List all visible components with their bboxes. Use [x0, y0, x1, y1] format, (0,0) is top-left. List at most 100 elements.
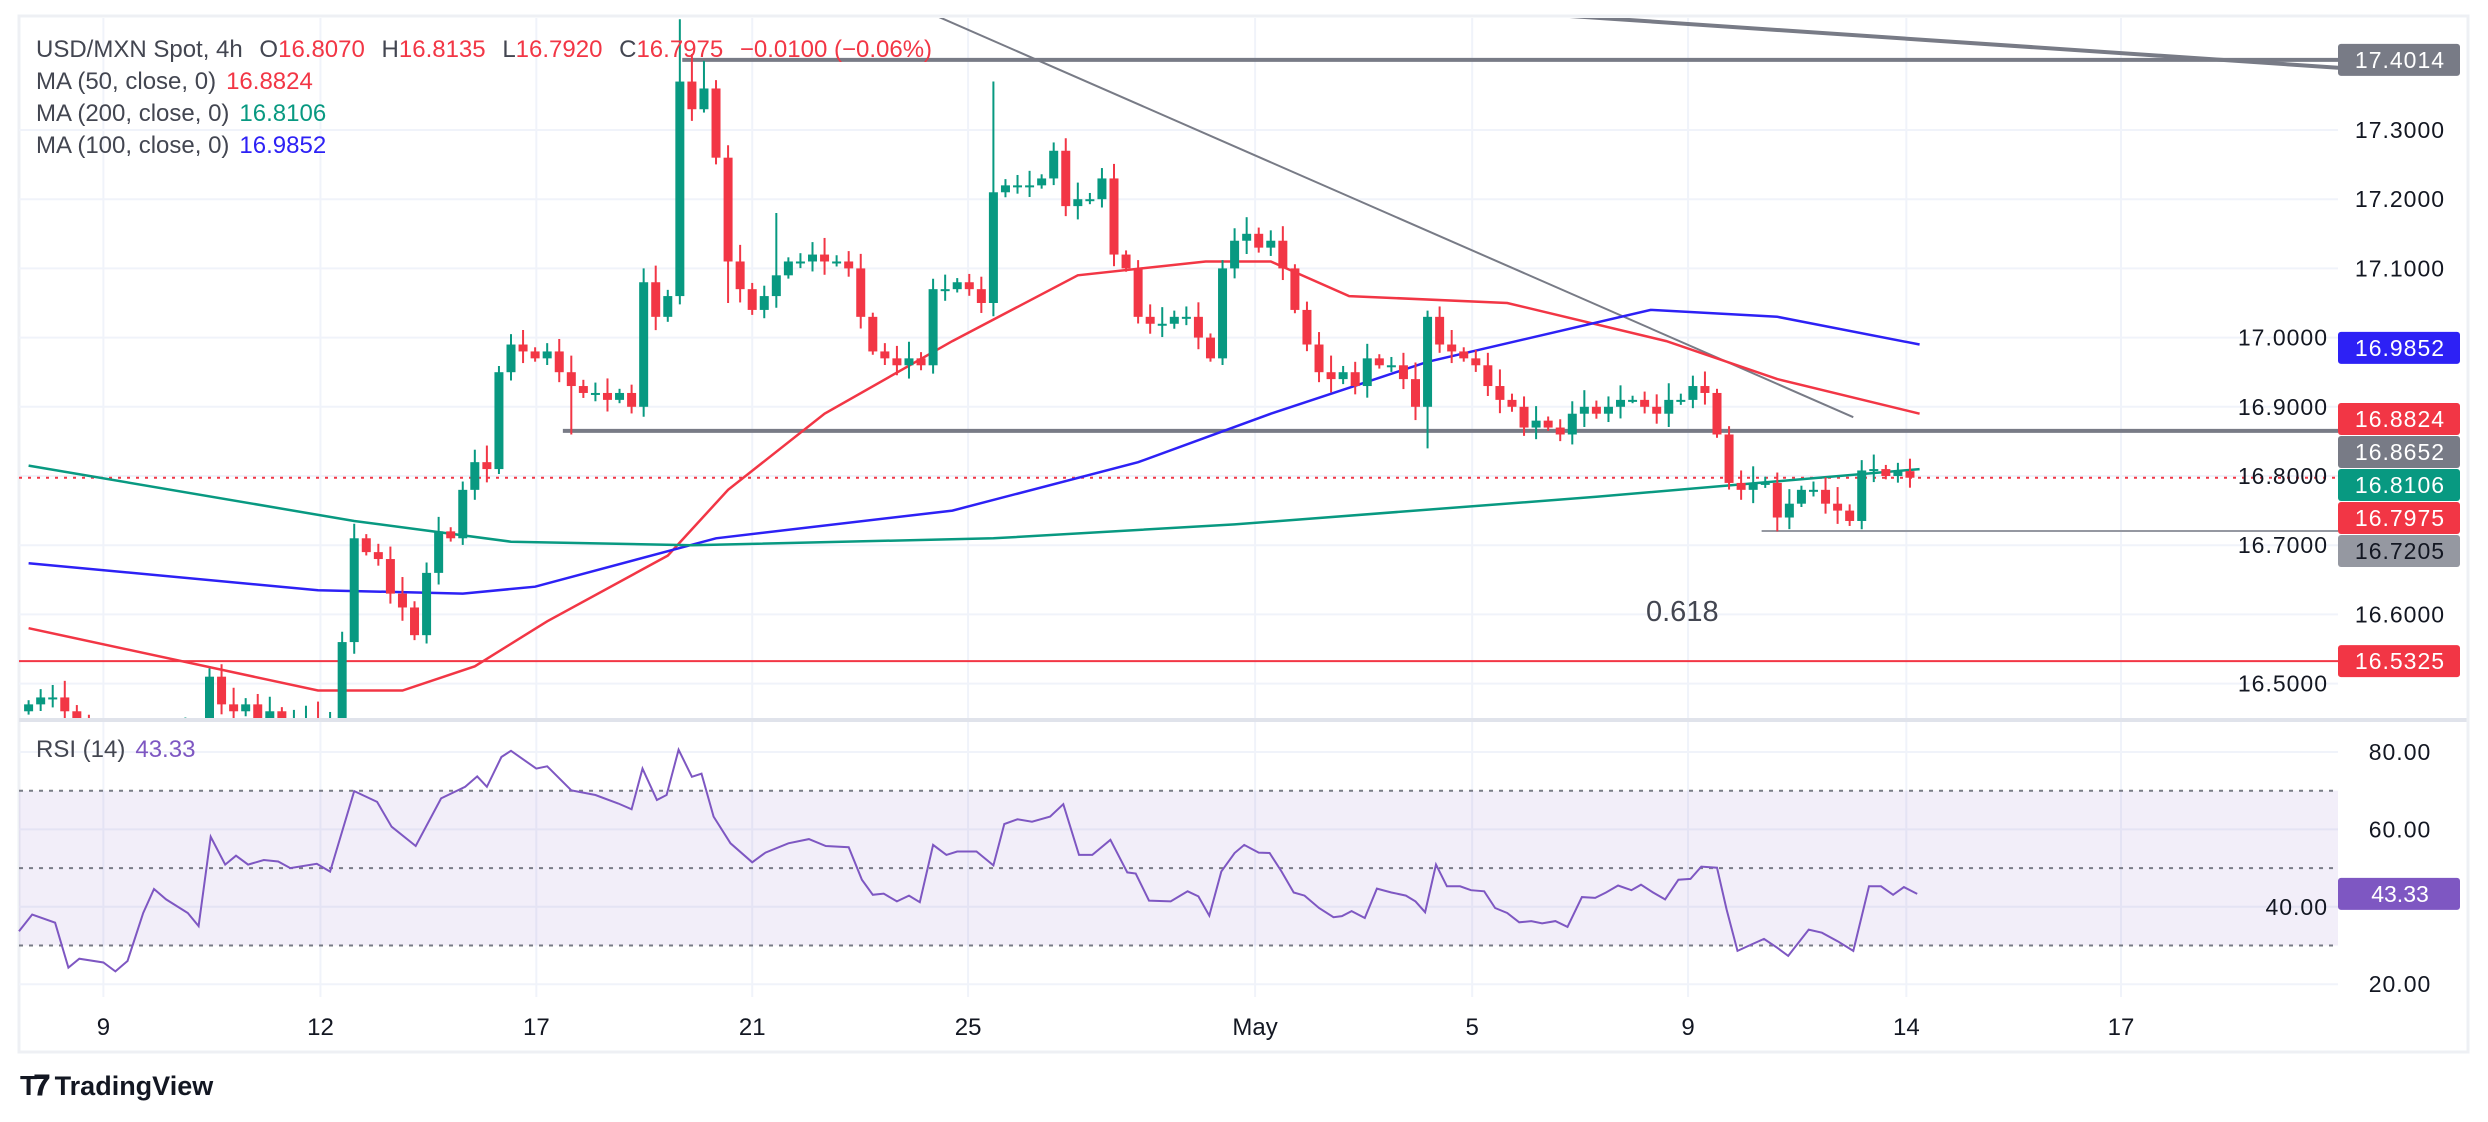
- candle[interactable]: [289, 709, 298, 732]
- candle[interactable]: [1796, 485, 1806, 508]
- candle[interactable]: [277, 707, 287, 728]
- candle[interactable]: [1567, 401, 1577, 445]
- candle[interactable]: [1905, 458, 1915, 488]
- candle[interactable]: [1833, 487, 1843, 524]
- ma50-line[interactable]: [28, 260, 1920, 692]
- candle[interactable]: [1386, 356, 1396, 372]
- candle[interactable]: [48, 684, 58, 708]
- trend-line[interactable]: [1516, 12, 2338, 70]
- candle[interactable]: [1350, 361, 1360, 395]
- rsi-legend[interactable]: RSI (14) 43.33: [36, 736, 195, 764]
- candle[interactable]: [1013, 174, 1023, 194]
- symbol-title[interactable]: USD/MXN Spot, 4h: [36, 36, 243, 63]
- candle[interactable]: [820, 237, 830, 275]
- candle[interactable]: [880, 343, 890, 366]
- candle[interactable]: [1205, 333, 1215, 362]
- candle[interactable]: [795, 253, 805, 269]
- candle[interactable]: [1374, 354, 1384, 369]
- candle[interactable]: [422, 562, 432, 644]
- candle[interactable]: [518, 329, 528, 364]
- candle[interactable]: [916, 352, 926, 371]
- candle[interactable]: [1736, 470, 1746, 500]
- candle[interactable]: [1230, 228, 1240, 279]
- candle[interactable]: [892, 345, 902, 376]
- candle[interactable]: [856, 253, 866, 329]
- candle[interactable]: [1459, 347, 1469, 362]
- candle[interactable]: [1748, 466, 1758, 504]
- candle[interactable]: [1169, 310, 1179, 329]
- candle[interactable]: [1049, 142, 1059, 186]
- ma100-legend[interactable]: MA (100, close, 0) 16.9852: [36, 130, 932, 162]
- candle[interactable]: [1519, 396, 1529, 436]
- candle[interactable]: [868, 312, 878, 355]
- candle[interactable]: [1362, 343, 1372, 398]
- price-pane[interactable]: [19, 12, 2338, 797]
- candle[interactable]: [229, 687, 239, 725]
- candle[interactable]: [482, 445, 492, 483]
- candle[interactable]: [1471, 350, 1481, 372]
- candle[interactable]: [832, 255, 842, 267]
- rsi-line[interactable]: [18, 746, 1918, 973]
- candle[interactable]: [590, 382, 600, 402]
- ma100-line[interactable]: [28, 308, 1920, 595]
- candle[interactable]: [1037, 174, 1047, 189]
- rsi-pane[interactable]: [18, 746, 2338, 973]
- candle[interactable]: [1157, 307, 1167, 338]
- candle[interactable]: [1411, 362, 1420, 421]
- candle[interactable]: [735, 244, 745, 303]
- candle[interactable]: [1435, 306, 1445, 353]
- candle[interactable]: [1688, 375, 1698, 409]
- candle[interactable]: [1845, 504, 1855, 526]
- candle[interactable]: [434, 516, 444, 585]
- candle[interactable]: [1531, 406, 1541, 440]
- candle[interactable]: [1603, 396, 1613, 423]
- candle[interactable]: [578, 379, 588, 398]
- candle[interactable]: [1640, 391, 1650, 414]
- trend-line[interactable]: [928, 12, 1854, 419]
- candle[interactable]: [1495, 369, 1505, 414]
- candle[interactable]: [1025, 170, 1035, 197]
- candle[interactable]: [1314, 332, 1324, 383]
- candle[interactable]: [1109, 163, 1119, 267]
- candle[interactable]: [60, 680, 70, 725]
- candle[interactable]: [1085, 192, 1095, 205]
- ma200-legend[interactable]: MA (200, close, 0) 16.8106: [36, 98, 932, 130]
- candle[interactable]: [1652, 394, 1662, 424]
- candle[interactable]: [1724, 426, 1734, 490]
- candle[interactable]: [301, 705, 310, 728]
- candle[interactable]: [723, 145, 733, 303]
- candle[interactable]: [627, 384, 637, 414]
- candle[interactable]: [1061, 138, 1071, 217]
- candle[interactable]: [397, 577, 407, 621]
- candle[interactable]: [1507, 393, 1517, 412]
- candle[interactable]: [1423, 310, 1433, 449]
- candle[interactable]: [385, 546, 395, 604]
- candle[interactable]: [1555, 419, 1565, 442]
- candle[interactable]: [1821, 477, 1831, 514]
- candle[interactable]: [1700, 371, 1710, 405]
- candle[interactable]: [1869, 454, 1879, 483]
- candle[interactable]: [373, 543, 383, 566]
- candle[interactable]: [361, 534, 371, 556]
- candle[interactable]: [1133, 260, 1143, 324]
- candle[interactable]: [771, 213, 781, 308]
- candle[interactable]: [253, 693, 263, 727]
- candle[interactable]: [651, 265, 661, 331]
- candle[interactable]: [1447, 329, 1457, 364]
- candle[interactable]: [952, 278, 962, 293]
- candle[interactable]: [711, 80, 721, 165]
- candle[interactable]: [1278, 226, 1288, 281]
- candle[interactable]: [1760, 476, 1770, 488]
- time-axis[interactable]: 9 12 17 21 25 May 5 9 14 17: [97, 1014, 2135, 1041]
- candle[interactable]: [241, 698, 251, 717]
- candle[interactable]: [1712, 388, 1722, 438]
- price-axis[interactable]: 17.3000 17.2000 17.1000 17.0000 16.9000 16.80…: [2238, 43, 2460, 997]
- candle[interactable]: [639, 268, 649, 417]
- candle[interactable]: [1483, 352, 1493, 397]
- candle[interactable]: [1338, 365, 1348, 385]
- candle[interactable]: [1676, 393, 1686, 405]
- candle[interactable]: [349, 523, 359, 654]
- candle[interactable]: [783, 257, 793, 279]
- candle[interactable]: [1000, 179, 1010, 198]
